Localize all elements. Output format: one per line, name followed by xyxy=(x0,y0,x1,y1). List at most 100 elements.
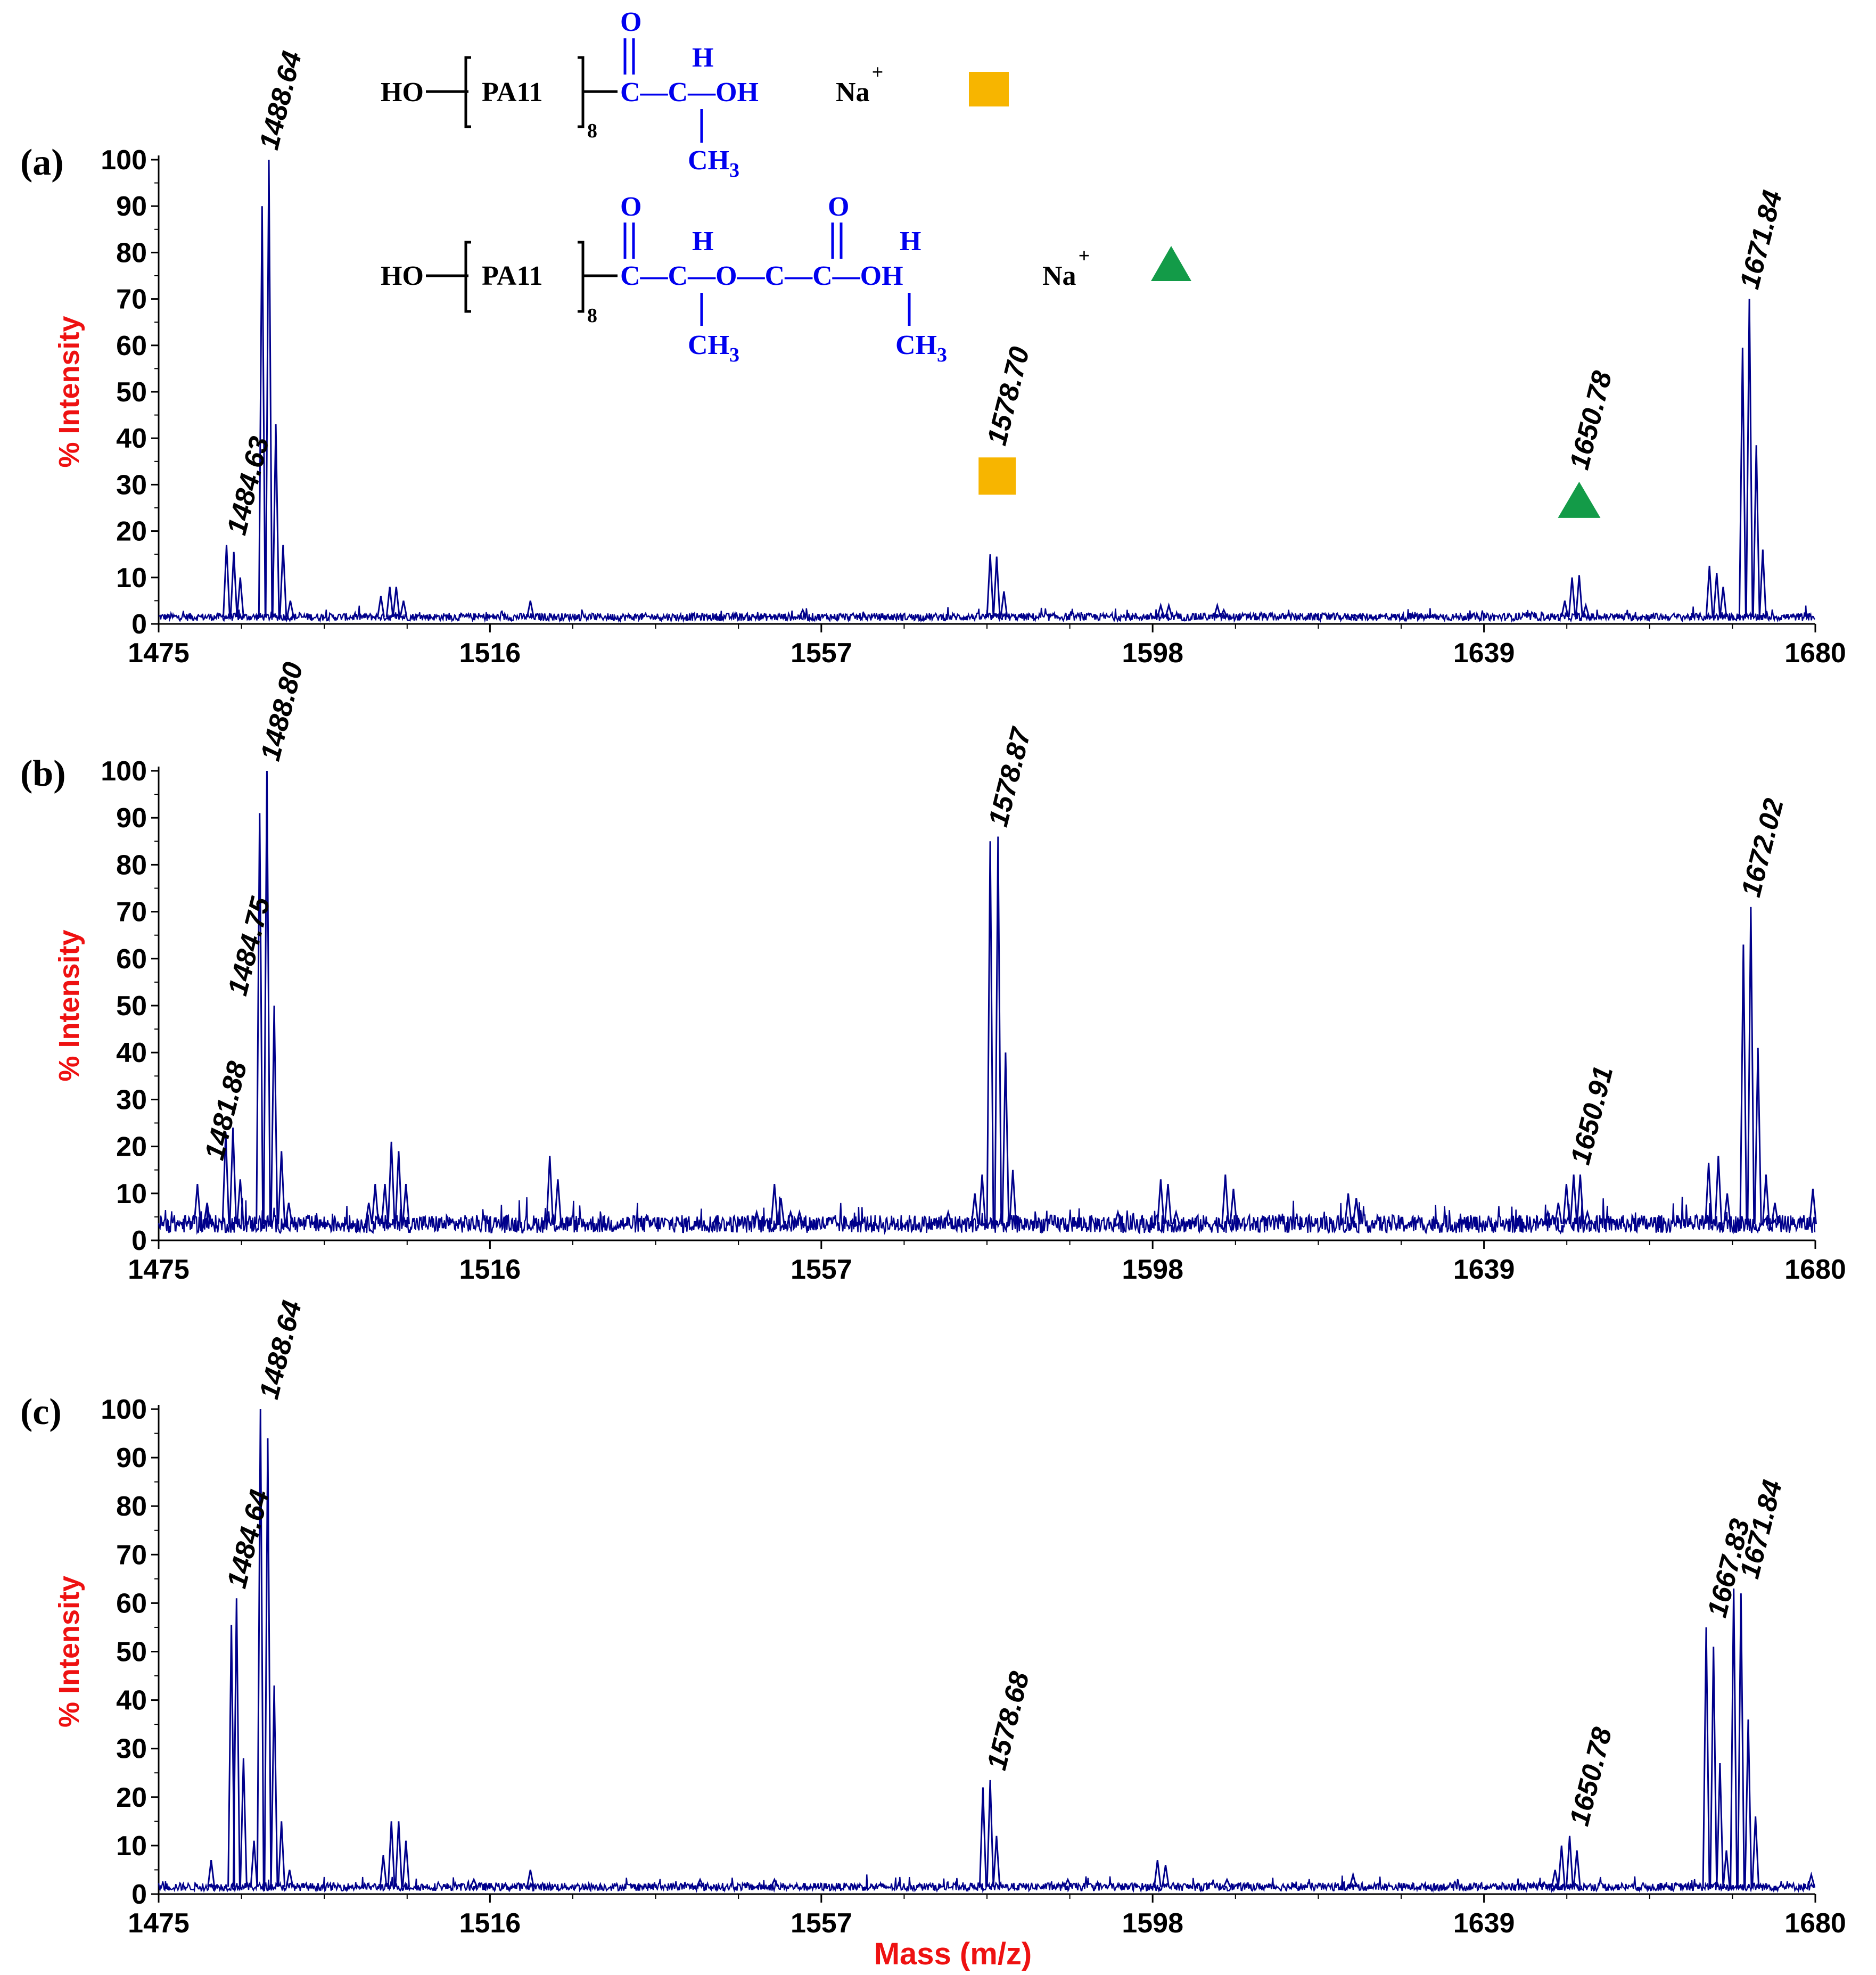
spectrum-peak xyxy=(1165,602,1173,618)
spectrum-peak xyxy=(1771,1203,1779,1224)
structure1-repeat-unit: PA11 xyxy=(482,77,543,108)
y-tick-label: 100 xyxy=(101,145,147,176)
y-tick-label: 30 xyxy=(116,1734,147,1765)
structure2-chain: C—C—O—C—C—OH xyxy=(620,261,903,291)
spectrum-peak xyxy=(258,206,266,617)
spectrum-peak xyxy=(193,1184,202,1224)
spectrum-peak xyxy=(1730,1589,1738,1887)
spectrum-peak xyxy=(265,159,273,617)
spectrum-peak xyxy=(1554,1203,1562,1224)
spectrum-peak xyxy=(1576,1174,1584,1224)
y-tick-label: 30 xyxy=(116,1084,147,1115)
spectrum-peak xyxy=(279,545,287,617)
spectrum-peak xyxy=(1807,1871,1815,1887)
spectrum-peak xyxy=(986,554,994,617)
structure1-methyl: CH3 xyxy=(688,145,739,182)
y-tick-label: 90 xyxy=(116,803,147,834)
spectrum-peak xyxy=(1220,608,1228,618)
spectrum-peak xyxy=(1744,1719,1752,1887)
spectrum-peak xyxy=(752,1209,761,1224)
x-tick-label: 1598 xyxy=(1122,1254,1183,1285)
spectrum-peak xyxy=(381,1184,389,1224)
spectrum-peak xyxy=(1751,1816,1760,1887)
spectrum-peak xyxy=(1156,1179,1165,1224)
x-tick-label: 1680 xyxy=(1784,1254,1846,1285)
structure2-repeat-count: 8 xyxy=(587,305,597,327)
spectrum-peak xyxy=(1702,1627,1710,1887)
y-axis-label: % Intensity xyxy=(53,316,85,467)
structure-legend: HO PA11 8 C—C—OH O H CH3 Na+ HO PA11 8 xyxy=(381,7,1191,366)
y-tick-label: 40 xyxy=(116,423,147,454)
x-tick-label: 1680 xyxy=(1784,1908,1846,1939)
spectrum-peak xyxy=(1566,1836,1574,1887)
y-tick-label: 60 xyxy=(116,1588,147,1619)
spectrum-peak xyxy=(696,1877,704,1887)
spectrum-peak xyxy=(1747,907,1755,1224)
spectrum-peak xyxy=(1000,591,1008,618)
spectrum-peak xyxy=(1213,602,1222,618)
spectrum-peak xyxy=(203,1203,211,1224)
spectrum-peak xyxy=(394,1151,403,1224)
x-tick-label: 1598 xyxy=(1122,1908,1183,1939)
peak-label: 1578.70 xyxy=(982,344,1036,448)
peak-label: 1650.78 xyxy=(1564,1724,1618,1829)
structure2-counter-ion: Na+ xyxy=(1042,245,1090,291)
peak-label: 1650.91 xyxy=(1565,1063,1619,1167)
spectrum-peak xyxy=(1705,1163,1713,1224)
triangle-marker-icon xyxy=(1151,246,1191,281)
spectrum-peak xyxy=(986,1780,994,1887)
spectrum-peak xyxy=(1716,1763,1724,1887)
spectrum-peak xyxy=(1568,577,1576,618)
spectrum-peak xyxy=(795,1209,804,1224)
spectrum-peak xyxy=(385,587,394,618)
spectrum-peak xyxy=(379,1855,388,1887)
spectrum-peak xyxy=(1738,348,1747,617)
spectrum-peak xyxy=(1221,1174,1230,1224)
spectrum-peak xyxy=(526,600,534,618)
spectrum-peak xyxy=(365,1203,373,1224)
y-tick-label: 10 xyxy=(116,563,147,594)
y-tick-label: 0 xyxy=(131,1225,147,1256)
x-tick-label: 1516 xyxy=(459,1908,521,1939)
x-tick-label: 1475 xyxy=(128,1254,190,1285)
x-tick-label: 1598 xyxy=(1122,638,1183,669)
y-tick-label: 40 xyxy=(116,1685,147,1716)
spectrum-peak xyxy=(1164,1184,1172,1224)
y-tick-label: 0 xyxy=(131,1879,147,1910)
structure2-prefix: HO xyxy=(381,261,424,291)
y-tick-label: 40 xyxy=(116,1038,147,1068)
y-tick-label: 20 xyxy=(116,1782,147,1813)
spectrum-peak xyxy=(1351,613,1359,618)
peak-label: 1650.78 xyxy=(1564,368,1618,472)
spectrum-peak xyxy=(786,1209,795,1224)
spectrum-peak xyxy=(207,1860,216,1887)
structure2-hydrogen-1: H xyxy=(692,226,713,257)
y-tick-label: 10 xyxy=(116,1179,147,1209)
spectrum-peak xyxy=(402,1184,410,1224)
spectrum-peak xyxy=(376,596,385,618)
spectrum-peak xyxy=(770,1877,779,1887)
structure2-carbonyl-o-1: O xyxy=(620,192,641,222)
spectrum-peak xyxy=(1758,549,1767,617)
spectrum-peak xyxy=(371,1184,380,1224)
spectrum-peak xyxy=(1156,602,1165,618)
x-tick-label: 1475 xyxy=(128,1908,190,1939)
spectrum-peak xyxy=(1114,1209,1122,1224)
spectrum-peak xyxy=(223,545,231,617)
spectrum-peak xyxy=(1001,1052,1010,1224)
spectrum-peak xyxy=(1713,572,1721,618)
y-tick-label: 50 xyxy=(116,991,147,1022)
spectrum-peak xyxy=(1737,1593,1745,1887)
y-tick-label: 50 xyxy=(116,1637,147,1668)
panel-label: (b) xyxy=(20,753,66,794)
spectrum-peak xyxy=(392,587,400,618)
structure1-hydrogen: H xyxy=(692,43,713,73)
spectrum-peak xyxy=(1723,1193,1732,1224)
spectrum-peak xyxy=(1349,1871,1357,1887)
y-tick-label: 0 xyxy=(131,609,147,640)
spectrum-peak xyxy=(270,1685,278,1887)
spectrum-peak xyxy=(1739,944,1748,1224)
structure-lactyl-lactate-end: HO PA11 8 C—C—O—C—C—OH O H CH3 O H CH3 N… xyxy=(381,192,1191,366)
spectrum-peak xyxy=(1229,1188,1238,1224)
spectrum-peak xyxy=(1714,1156,1723,1224)
